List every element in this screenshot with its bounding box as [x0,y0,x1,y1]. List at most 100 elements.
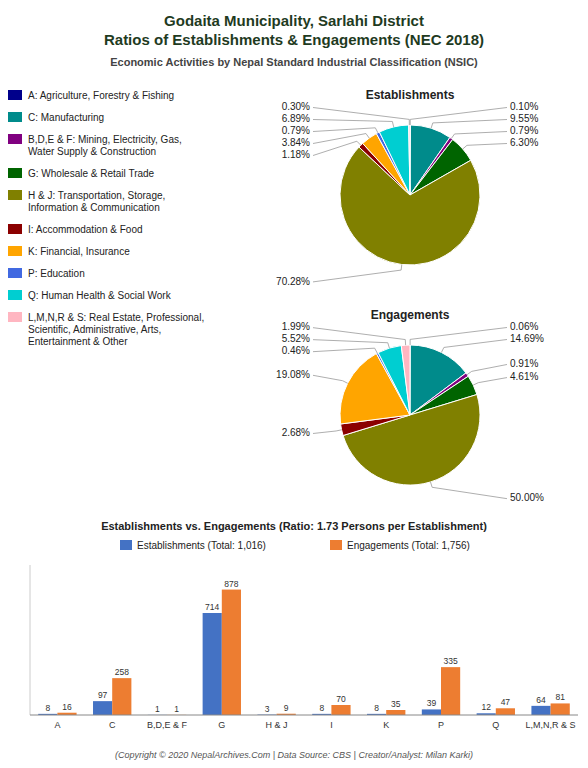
legend-swatch [8,290,22,300]
data-label: 97 [98,690,108,700]
data-label: 3.84% [282,137,310,148]
data-label: 0.79% [282,125,310,136]
bar [112,678,131,715]
data-label: 35 [391,699,401,709]
text-line: L,M,N,R & S: Real Estate, Professional, [28,312,204,323]
x-axis-line [30,715,578,716]
pie-title: Establishments [366,88,455,102]
legend-entry: G: Wholesale & Retail Trade [28,168,155,179]
legend-entry: P: Education [28,268,85,279]
data-label: 0.46% [282,345,310,356]
data-label: 8 [319,703,324,713]
x-tick-label: H & J [266,720,288,730]
legend-swatch [120,540,132,550]
data-label: 8 [374,703,379,713]
data-label: 9 [284,703,289,713]
pie-slice [401,345,410,415]
x-tick-label: L,M,N,R & S [526,720,576,730]
legend-swatch [8,268,22,278]
text-line: Godaita Municipality, Sarlahi District [164,12,424,29]
data-label: 64 [536,695,546,705]
data-label: 0.91% [510,358,538,369]
bars [38,590,570,715]
bar [551,703,570,715]
data-label: 6.89% [282,113,310,124]
subtitle: Economic Activities by Nepal Standard In… [110,56,478,68]
legend-entry: Establishments (Total: 1,016) [137,540,266,551]
data-label: 714 [205,602,219,612]
legend-swatch [8,312,22,322]
legend-swatch [8,90,22,100]
leader-line [313,120,394,127]
bar [93,701,112,715]
text-line: H & J: Transportation, Storage, [28,190,165,201]
data-label: 0.79% [510,125,538,136]
bar [422,709,441,715]
data-label: 2.68% [282,427,310,438]
x-tick-label: C [109,720,116,730]
data-label: 81 [555,692,565,702]
data-label: 1.99% [282,321,310,332]
leader-line [313,375,348,383]
leader-line [313,108,409,125]
leader-line [410,328,507,345]
text-line: Information & Communication [28,202,160,213]
legend-swatch [8,168,22,178]
pie-slice [378,346,410,415]
data-label: 1.18% [282,149,310,160]
pie-slice [409,125,410,195]
footer-note: (Copyright © 2020 NepalArchives.Com | Da… [115,750,473,760]
data-label: 9.55% [510,113,538,124]
data-label: 878 [224,579,238,589]
chart-canvas: Godaita Municipality, Sarlahi DistrictRa… [0,0,588,768]
data-label: 14.69% [510,333,544,344]
legend-swatch [330,540,342,550]
bar [386,710,405,715]
leader-line [410,108,507,125]
data-label: 0.06% [510,321,538,332]
text-line: Water Supply & Construction [28,146,156,157]
text-line: Entertainment & Other [28,336,128,347]
bar-chart: Establishments vs. Engagements (Ratio: 1… [30,520,578,730]
leader-line [313,128,378,133]
data-label: 19.08% [276,369,310,380]
x-tick-label: I [330,720,333,730]
leader-line [463,144,507,149]
data-label: 4.61% [510,371,538,382]
data-labels: 8971714388391264162581878970353354781 [45,579,565,714]
leader-line [313,348,377,353]
y-range-line [30,565,31,715]
legend-entry: Q: Human Health & Social Work [28,290,172,301]
data-label: 6.30% [510,137,538,148]
legend-swatch [8,246,22,256]
leader-line [467,364,507,374]
data-label: 50.00% [510,492,544,503]
leader-line [431,120,507,129]
bar [531,706,550,715]
legend-entry: A: Agriculture, Forestry & Fishing [28,90,174,101]
leader-line [313,328,406,345]
pie-slice [379,125,410,195]
x-tick-label: G [218,720,225,730]
data-label: 70 [336,694,346,704]
pie: Engagements0.06%14.69%0.91%4.61%50.00%2.… [276,308,544,503]
legend-swatch [8,134,22,144]
leader-line [430,482,507,499]
bar [222,590,241,715]
legend-entry: Engagements (Total: 1,756) [347,540,470,551]
leader-line [313,265,402,282]
title: Godaita Municipality, Sarlahi DistrictRa… [104,12,484,48]
legend: A: Agriculture, Forestry & FishingC: Man… [8,90,204,347]
leader-line [313,340,389,348]
data-label: 335 [443,656,457,666]
bar [203,613,222,715]
data-label: 1 [155,704,160,714]
leader-line [451,132,507,139]
data-label: 258 [115,667,129,677]
legend-swatch [8,190,22,200]
leader-line [441,340,507,353]
pie: Establishments0.10%9.55%0.79%6.30%70.28%… [276,88,538,287]
data-label: 1 [174,704,179,714]
x-tick-label: Q [492,720,499,730]
legend-swatch [8,224,22,234]
